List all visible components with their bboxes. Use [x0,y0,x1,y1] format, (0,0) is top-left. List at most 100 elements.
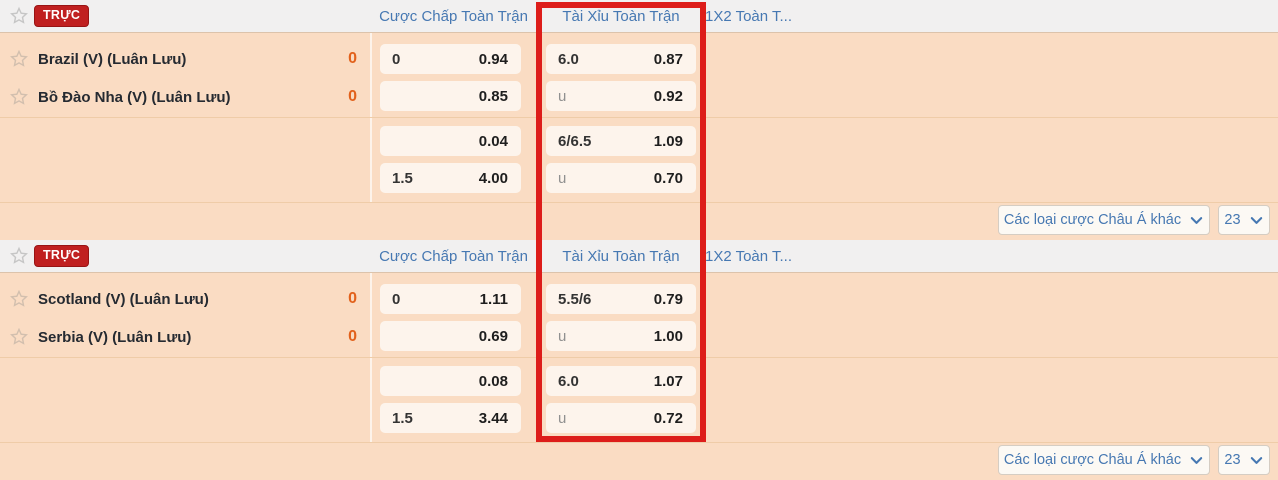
more-bets-dropdown[interactable]: Các loại cược Châu Á khác [998,205,1210,235]
column-header-handicap: Cược Chấp Toàn Trận [379,8,528,25]
chevron-down-icon [1190,216,1203,224]
row-divider [0,357,1278,358]
odds-line: 6/6.5 [558,132,592,150]
star-icon [10,6,28,24]
team-name: Bồ Đào Nha (V) (Luân Lưu) [38,88,231,106]
odds-value: 0.85 [478,87,508,105]
star-icon [10,49,28,67]
live-badge: TRỰC [34,245,90,267]
odds-line: 0 [392,290,401,308]
team-score: 0 [348,328,357,345]
section-body: Brazil (V) (Luân Lưu) 0 Bồ Đào Nha (V) (… [0,33,1278,240]
odds-line: 5.5/6 [558,290,592,308]
over-under-odds-cell[interactable]: u 1.00 [546,321,696,351]
section-header: TRỰC Cược Chấp Toàn Trận Tài Xỉu Toàn Tr… [0,0,1278,33]
over-under-odds-cell[interactable]: u 0.92 [546,81,696,111]
column-header-over-under: Tài Xỉu Toàn Trận [562,8,680,25]
row-divider [0,202,1278,203]
column-header-1x2: 1X2 Toàn T... [705,8,793,25]
handicap-odds-cell[interactable]: 0 1.11 [380,284,521,314]
odds-value: 1.00 [653,327,683,345]
chevron-down-icon [1190,456,1203,464]
row-divider [0,442,1278,443]
over-under-odds-cell[interactable]: 6/6.5 1.09 [546,126,696,156]
star-icon [10,246,28,264]
odds-value: 0.79 [653,290,683,308]
odds-line: 1.5 [392,169,413,187]
star-icon [10,87,28,105]
favorite-star-button[interactable] [4,244,34,268]
team-name: Brazil (V) (Luân Lưu) [38,50,187,68]
handicap-odds-cell[interactable]: 0 0.94 [380,44,521,74]
odds-line: 0 [392,50,401,68]
column-header-handicap: Cược Chấp Toàn Trận [379,248,528,265]
live-badge: TRỰC [34,5,90,27]
odds-line: 6.0 [558,372,579,390]
star-icon [10,289,28,307]
odds-value: 0.72 [653,409,683,427]
odds-line: u [558,169,567,187]
bet-count: 23 [1224,452,1241,468]
over-under-odds-cell[interactable]: 6.0 1.07 [546,366,696,396]
more-bets-dropdown[interactable]: Các loại cược Châu Á khác [998,445,1210,475]
odds-value: 1.07 [653,372,683,390]
section-body: Scotland (V) (Luân Lưu) 0 Serbia (V) (Lu… [0,273,1278,480]
column-divider [370,0,372,202]
team-score: 0 [348,290,357,307]
favorite-star-button[interactable] [4,85,34,109]
odds-value: 1.09 [653,132,683,150]
bet-count-dropdown[interactable]: 23 [1218,205,1270,235]
odds-line: u [558,327,567,345]
odds-line: 1.5 [392,409,413,427]
handicap-odds-cell[interactable]: 0.85 [380,81,521,111]
over-under-odds-cell[interactable]: 6.0 0.87 [546,44,696,74]
team-name: Scotland (V) (Luân Lưu) [38,290,209,308]
match-section: TRỰC Cược Chấp Toàn Trận Tài Xỉu Toàn Tr… [0,0,1278,240]
chevron-down-icon [1250,216,1262,224]
odds-value: 0.08 [478,372,508,390]
team-row: Serbia (V) (Luân Lưu) 0 [0,325,371,349]
bet-count-dropdown[interactable]: 23 [1218,445,1270,475]
section-header: TRỰC Cược Chấp Toàn Trận Tài Xỉu Toàn Tr… [0,240,1278,273]
over-under-odds-cell[interactable]: u 0.70 [546,163,696,193]
more-bets-label: Các loại cược Châu Á khác [1003,212,1182,228]
favorite-star-button[interactable] [4,287,34,311]
handicap-odds-cell[interactable]: 0.69 [380,321,521,351]
more-bets-bar: Các loại cược Châu Á khác 23 [998,205,1270,235]
column-divider [370,240,372,442]
star-icon [10,327,28,345]
team-row: Scotland (V) (Luân Lưu) 0 [0,287,371,311]
more-bets-bar: Các loại cược Châu Á khác 23 [998,445,1270,475]
team-score: 0 [348,88,357,105]
chevron-down-icon [1250,456,1262,464]
handicap-odds-cell[interactable]: 1.5 4.00 [380,163,521,193]
odds-value: 0.94 [478,50,508,68]
odds-value: 0.70 [653,169,683,187]
team-row: Bồ Đào Nha (V) (Luân Lưu) 0 [0,85,371,109]
handicap-odds-cell[interactable]: 1.5 3.44 [380,403,521,433]
row-divider [0,117,1278,118]
bet-count: 23 [1224,212,1241,228]
odds-value: 3.44 [478,409,508,427]
team-score: 0 [348,50,357,67]
favorite-star-button[interactable] [4,325,34,349]
odds-value: 4.00 [478,169,508,187]
column-header-1x2: 1X2 Toàn T... [705,248,793,265]
favorite-star-button[interactable] [4,47,34,71]
odds-value: 1.11 [479,290,508,308]
over-under-odds-cell[interactable]: 5.5/6 0.79 [546,284,696,314]
odds-value: 0.92 [653,87,683,105]
odds-line: 6.0 [558,50,579,68]
favorite-star-button[interactable] [4,4,34,28]
more-bets-label: Các loại cược Châu Á khác [1003,452,1182,468]
column-header-over-under: Tài Xỉu Toàn Trận [562,248,680,265]
over-under-odds-cell[interactable]: u 0.72 [546,403,696,433]
handicap-odds-cell[interactable]: 0.04 [380,126,521,156]
odds-line: u [558,409,567,427]
odds-value: 0.04 [478,132,508,150]
match-section: TRỰC Cược Chấp Toàn Trận Tài Xỉu Toàn Tr… [0,240,1278,480]
handicap-odds-cell[interactable]: 0.08 [380,366,521,396]
odds-value: 0.87 [653,50,683,68]
odds-line: u [558,87,567,105]
